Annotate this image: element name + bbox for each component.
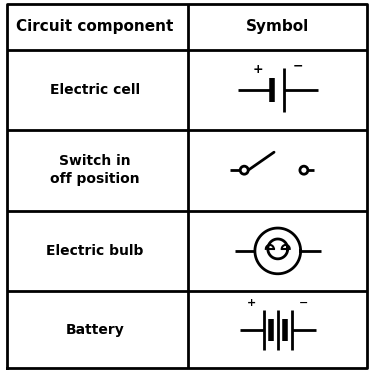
Ellipse shape	[300, 166, 308, 174]
Text: −: −	[299, 298, 308, 308]
Text: +: +	[252, 63, 263, 76]
Text: −: −	[292, 59, 303, 72]
Text: Electric bulb: Electric bulb	[46, 244, 144, 258]
Ellipse shape	[240, 166, 248, 174]
Text: Symbol: Symbol	[246, 19, 309, 33]
Text: Electric cell: Electric cell	[50, 83, 140, 97]
Text: Switch in
off position: Switch in off position	[50, 154, 140, 186]
Text: +: +	[247, 298, 257, 308]
Text: Battery: Battery	[66, 323, 125, 337]
Text: Circuit component: Circuit component	[16, 19, 174, 33]
